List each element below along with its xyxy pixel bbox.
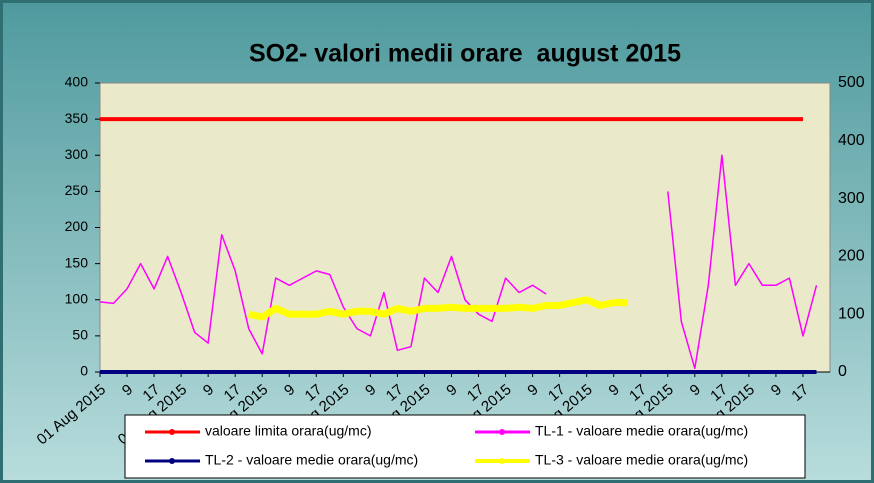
y-tick-label: 0 [80,363,88,379]
legend-box [124,414,806,479]
legend-label: TL-1 - valoare medie orara(ug/mc) [535,423,748,439]
y2-tick-label: 400 [838,132,865,149]
legend-marker [499,429,505,435]
y-tick-label: 100 [65,290,89,306]
legend-marker [169,458,175,464]
y2-tick-label: 100 [838,305,865,322]
y2-tick-label: 200 [838,248,865,265]
y-tick-label: 150 [65,254,89,270]
chart-title: SO2- valori medii orare august 2015 [249,40,681,68]
y-tick-label: 200 [65,218,89,234]
y-tick-label: 50 [72,327,88,343]
legend-marker [169,429,175,435]
y-tick-label: 250 [65,182,89,198]
legend-label: TL-3 - valoare medie orara(ug/mc) [535,452,748,468]
y2-tick-label: 300 [838,190,865,207]
legend-label: TL-2 - valoare medie orara(ug/mc) [205,452,418,468]
series-line [667,154,818,370]
y-tick-label: 400 [65,74,89,90]
series-line [247,296,628,321]
x-tick-label: 17 [383,381,407,405]
legend-label: valoare limita orara(ug/mc) [205,423,372,439]
plot-area [99,82,831,373]
y2-tick-label: 0 [838,363,847,380]
legend-marker [499,458,505,464]
y-tick-label: 300 [65,146,89,162]
y2-tick-label: 500 [838,74,865,91]
y-tick-label: 350 [65,110,89,126]
